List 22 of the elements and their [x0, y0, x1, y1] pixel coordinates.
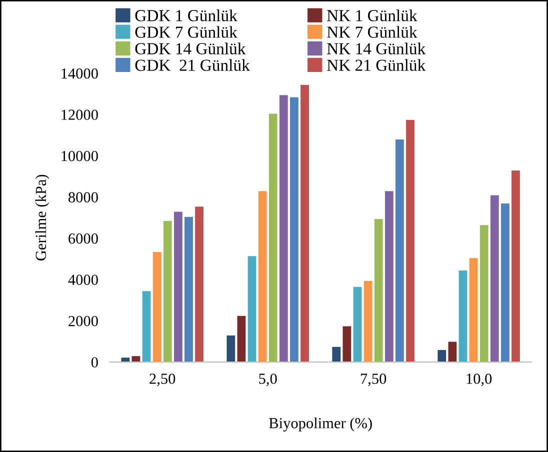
- y-tick-label: 12000: [62, 110, 98, 120]
- x-tick-label: 5,0: [259, 374, 277, 386]
- y-tick-label: 0: [91, 357, 98, 368]
- y-tick-label: 6000: [68, 233, 98, 244]
- legend-label: NK 21 Günlük: [327, 59, 426, 71]
- y-tick-label: 14000: [62, 68, 98, 79]
- x-axis-title: Biyopolimer (%): [269, 418, 372, 432]
- y-tick-label: 10000: [62, 150, 98, 162]
- y-tick-label: 2000: [68, 316, 98, 326]
- y-axis-title: Gerilme (kPa): [35, 174, 50, 260]
- legend-label: GDK 21 Günlük: [135, 59, 250, 71]
- y-tick-label: 8000: [68, 192, 98, 202]
- x-tick-label: 10,0: [466, 374, 492, 386]
- legend-label: NK 1 Günlük: [327, 10, 418, 22]
- legend-label: GDK 1 Günlük: [135, 10, 238, 22]
- legend-label: NK 14 Günlük: [327, 42, 426, 54]
- y-tick-label: 4000: [68, 274, 98, 285]
- legend-label: GDK 7 Günlük: [135, 26, 238, 38]
- x-tick-label: 2,50: [150, 374, 176, 386]
- legend-label: NK 7 Günlük: [327, 26, 418, 38]
- x-tick-label: 7,50: [360, 374, 386, 386]
- legend-label: GDK 14 Günlük: [135, 42, 246, 54]
